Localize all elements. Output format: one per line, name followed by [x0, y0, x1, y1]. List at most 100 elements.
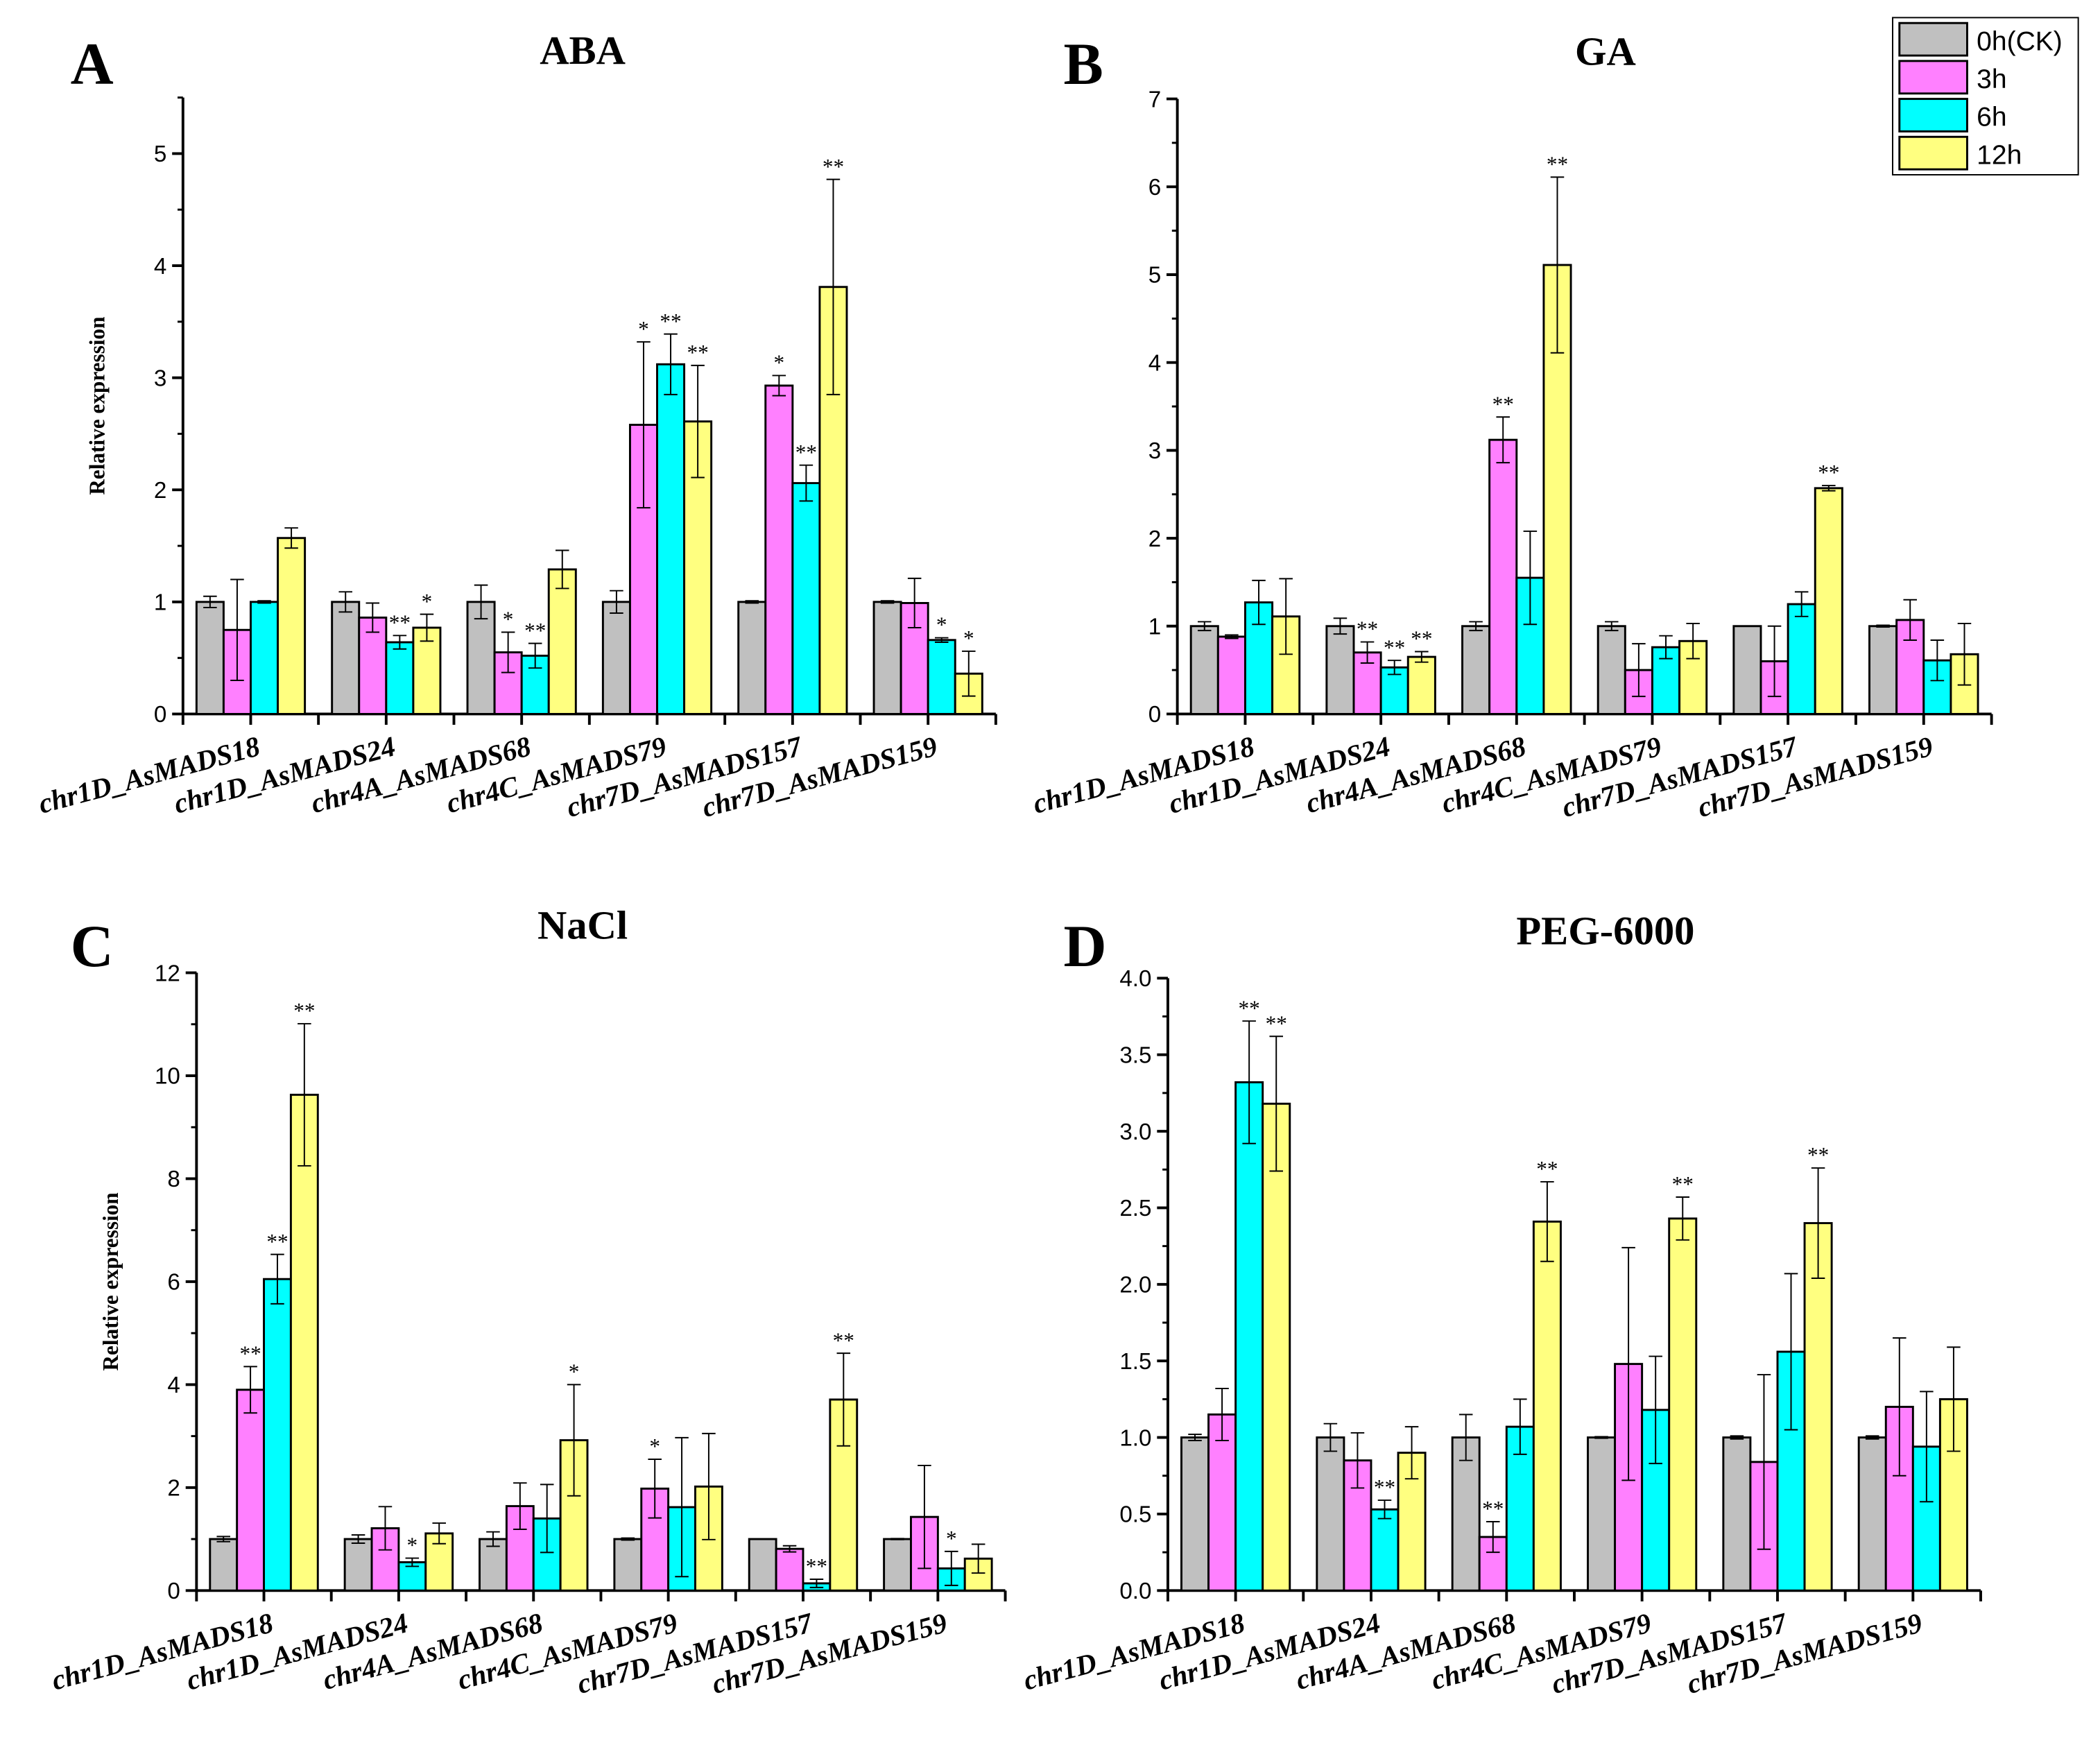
bar-6h — [1370, 1508, 1400, 1592]
bar-12h — [289, 1094, 319, 1592]
legend-swatch-12h — [1898, 135, 1968, 171]
y-tick-label: 6 — [167, 1270, 180, 1296]
bar-0hck — [1868, 625, 1898, 715]
bar-0hck — [737, 601, 767, 715]
legend-swatch-0h — [1898, 22, 1968, 57]
bar-0hck — [601, 601, 631, 715]
significance-mark: ** — [660, 309, 681, 334]
bar-0hck — [331, 601, 361, 715]
panel-label: C — [71, 913, 114, 979]
significance-mark: ** — [266, 1230, 288, 1254]
bar-6h — [656, 363, 686, 715]
y-tick-label: 3.0 — [1119, 1119, 1151, 1145]
bar-3h — [236, 1389, 265, 1592]
legend: 0h(CK) 3h 6h 12h — [1892, 17, 2079, 175]
bar-12h — [547, 568, 577, 715]
bar-0hck — [1857, 1436, 1887, 1592]
chart-title: ABA — [540, 28, 626, 73]
significance-mark: * — [946, 1527, 957, 1551]
panel-label: A — [71, 31, 114, 97]
bar-12h — [1814, 487, 1843, 715]
bar-0hck — [1587, 1436, 1617, 1592]
bar-0hck — [209, 1538, 239, 1592]
legend-swatch-6h — [1898, 98, 1968, 132]
y-tick-label: 7 — [1148, 87, 1161, 112]
bar-12h — [1532, 1220, 1562, 1592]
y-tick-label: 10 — [155, 1064, 180, 1090]
y-tick-label: 1 — [1148, 614, 1161, 639]
significance-mark: * — [407, 1533, 418, 1558]
y-tick-label: 4 — [167, 1373, 180, 1398]
panel-d: D PEG-60000.00.51.01.52.02.53.03.54.0chr1… — [1020, 909, 1982, 1700]
significance-mark: ** — [1357, 617, 1378, 642]
bar-0hck — [613, 1538, 643, 1592]
y-tick-label: 0.5 — [1119, 1502, 1151, 1528]
bar-0hck — [1722, 1436, 1752, 1592]
y-axis-label: Relative expression — [98, 1192, 123, 1370]
bar-12h — [277, 537, 307, 715]
bar-3h — [1488, 438, 1518, 715]
y-tick-label: 1 — [154, 590, 166, 616]
y-tick-label: 3 — [154, 366, 166, 391]
panel-label: B — [1064, 31, 1103, 97]
y-tick-label: 3 — [1148, 438, 1161, 464]
y-tick-label: 3.5 — [1119, 1042, 1151, 1068]
bar-0hck — [466, 601, 496, 715]
y-tick-label: 0.0 — [1119, 1579, 1151, 1604]
significance-mark: ** — [1672, 1172, 1694, 1196]
significance-mark: * — [569, 1360, 580, 1384]
y-tick-label: 4 — [1148, 350, 1161, 376]
significance-mark: ** — [389, 611, 411, 635]
bar-12h — [1262, 1102, 1291, 1592]
significance-mark: ** — [806, 1554, 827, 1579]
legend-label-6h: 6h — [1977, 103, 2006, 132]
significance-mark: * — [503, 608, 514, 632]
significance-mark: * — [963, 626, 974, 651]
y-tick-label: 8 — [167, 1167, 180, 1192]
y-tick-label: 0 — [154, 702, 166, 728]
significance-mark: ** — [1547, 153, 1568, 177]
y-tick-label: 4.0 — [1119, 966, 1151, 992]
chart-title: NaCl — [537, 903, 628, 948]
bar-0hck — [1316, 1436, 1345, 1592]
bar-0hck — [1732, 625, 1762, 715]
panel-b: B GA01234567chr1D_AsMADS18chr1D_AsMADS24*… — [1029, 29, 1993, 823]
legend-label-0h: 0h(CK) — [1977, 26, 2063, 56]
significance-mark: * — [649, 1434, 660, 1459]
y-tick-label: 2 — [1148, 526, 1161, 552]
bar-3h — [764, 384, 794, 715]
significance-mark: * — [422, 590, 433, 614]
significance-mark: ** — [524, 619, 546, 643]
bar-3h — [775, 1547, 804, 1592]
bar-12h — [818, 286, 848, 715]
significance-mark: ** — [1536, 1157, 1558, 1181]
significance-mark: ** — [1411, 627, 1432, 651]
significance-mark: ** — [1818, 461, 1839, 485]
significance-mark: ** — [1492, 392, 1514, 416]
significance-mark: ** — [293, 999, 315, 1023]
significance-mark: ** — [823, 155, 844, 179]
legend-label-3h: 3h — [1977, 65, 2006, 94]
significance-mark: ** — [1384, 635, 1405, 660]
legend-swatch-3h — [1898, 60, 1968, 95]
bar-0hck — [1596, 625, 1626, 715]
bar-12h — [412, 626, 442, 715]
bar-6h — [1787, 603, 1816, 715]
significance-mark: ** — [1239, 996, 1260, 1020]
y-tick-label: 6 — [1148, 175, 1161, 200]
y-tick-label: 2.0 — [1119, 1273, 1151, 1298]
bar-3h — [358, 617, 388, 715]
significance-mark: ** — [833, 1328, 854, 1352]
y-tick-label: 2 — [154, 478, 166, 504]
y-tick-label: 1.5 — [1119, 1349, 1151, 1375]
significance-mark: ** — [1266, 1011, 1287, 1035]
bar-6h — [250, 601, 279, 715]
legend-label-12h: 12h — [1977, 140, 2022, 170]
y-tick-label: 4 — [154, 254, 166, 280]
bar-0hck — [748, 1538, 777, 1592]
significance-mark: ** — [1807, 1143, 1829, 1167]
y-tick-label: 12 — [155, 961, 180, 986]
y-tick-label: 5 — [154, 141, 166, 167]
